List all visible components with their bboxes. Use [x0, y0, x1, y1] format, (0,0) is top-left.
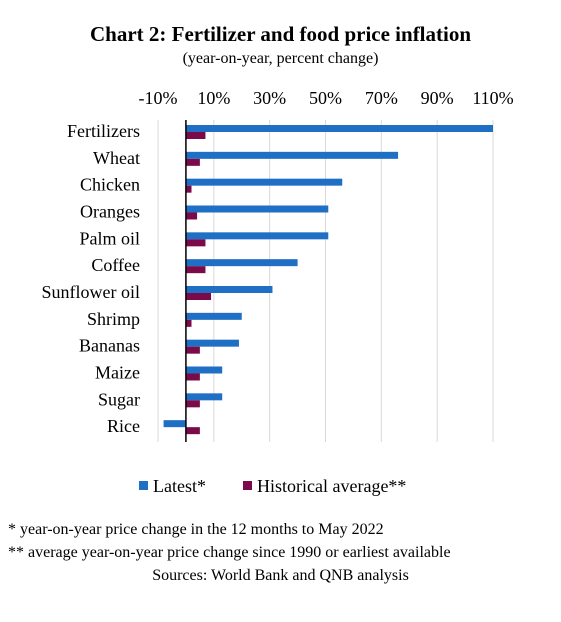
chart-title: Chart 2: Fertilizer and food price infla… — [89, 22, 472, 46]
legend-swatch — [139, 481, 148, 490]
legend-label: Latest* — [153, 476, 206, 496]
category-label: Bananas — [79, 336, 140, 356]
x-tick-label: 70% — [365, 88, 398, 108]
bar-latest — [185, 286, 273, 293]
bar-historical — [185, 293, 212, 300]
bar-historical — [185, 132, 206, 139]
x-tick-label: -10% — [139, 88, 178, 108]
bar-historical — [185, 400, 200, 408]
bar-latest — [185, 151, 399, 159]
footnote-sources: Sources: World Bank and QNB analysis — [152, 567, 409, 584]
footnote-historical: ** average year-on-year price change sin… — [8, 544, 451, 561]
bar-latest — [185, 259, 298, 267]
bar-historical — [185, 158, 200, 166]
category-label: Maize — [95, 363, 140, 383]
bar-historical — [185, 427, 200, 435]
bar-latest — [185, 393, 223, 401]
bar-latest — [185, 232, 329, 240]
category-label: Sugar — [98, 389, 140, 409]
x-tick-label: 10% — [197, 88, 230, 108]
bar-historical — [185, 266, 206, 274]
category-labels: Fertilizers Wheat Chicken Oranges Palm oil Co… — [42, 121, 141, 436]
legend: Latest* Historical average** — [139, 476, 406, 496]
category-label: Chicken — [80, 175, 140, 195]
x-tick-label: 110% — [472, 88, 513, 108]
x-axis-ticks: -10% 10% 30% 50% 70% 90% 110% — [139, 88, 514, 108]
bar-historical — [185, 239, 206, 247]
bar-latest — [185, 205, 329, 213]
x-tick-label: 90% — [421, 88, 454, 108]
category-label: Rice — [107, 416, 140, 436]
bar-latest — [163, 420, 186, 428]
chart-subtitle: (year-on-year, percent change) — [182, 50, 379, 67]
bar-latest — [185, 339, 239, 347]
bar-historical — [185, 185, 192, 193]
bar-latest — [185, 125, 493, 132]
legend-label: Historical average** — [257, 476, 406, 496]
x-tick-label: 50% — [309, 88, 342, 108]
category-label: Fertilizers — [67, 121, 140, 141]
bars — [163, 125, 493, 435]
category-label: Palm oil — [79, 228, 140, 248]
category-label: Oranges — [80, 202, 140, 222]
legend-swatch — [243, 481, 252, 490]
bar-historical — [185, 373, 200, 381]
category-label: Sunflower oil — [42, 282, 141, 302]
bar-latest — [185, 178, 343, 186]
x-tick-label: 30% — [253, 88, 286, 108]
gridlines — [157, 120, 494, 442]
bar-historical — [185, 212, 198, 220]
footnote-latest: * year-on-year price change in the 12 mo… — [8, 521, 384, 538]
category-label: Wheat — [93, 148, 140, 168]
category-label: Coffee — [91, 255, 140, 275]
bar-historical — [185, 319, 192, 327]
bar-latest — [185, 366, 223, 374]
bar-historical — [185, 346, 200, 354]
category-label: Shrimp — [87, 309, 140, 329]
bar-latest — [185, 312, 242, 320]
